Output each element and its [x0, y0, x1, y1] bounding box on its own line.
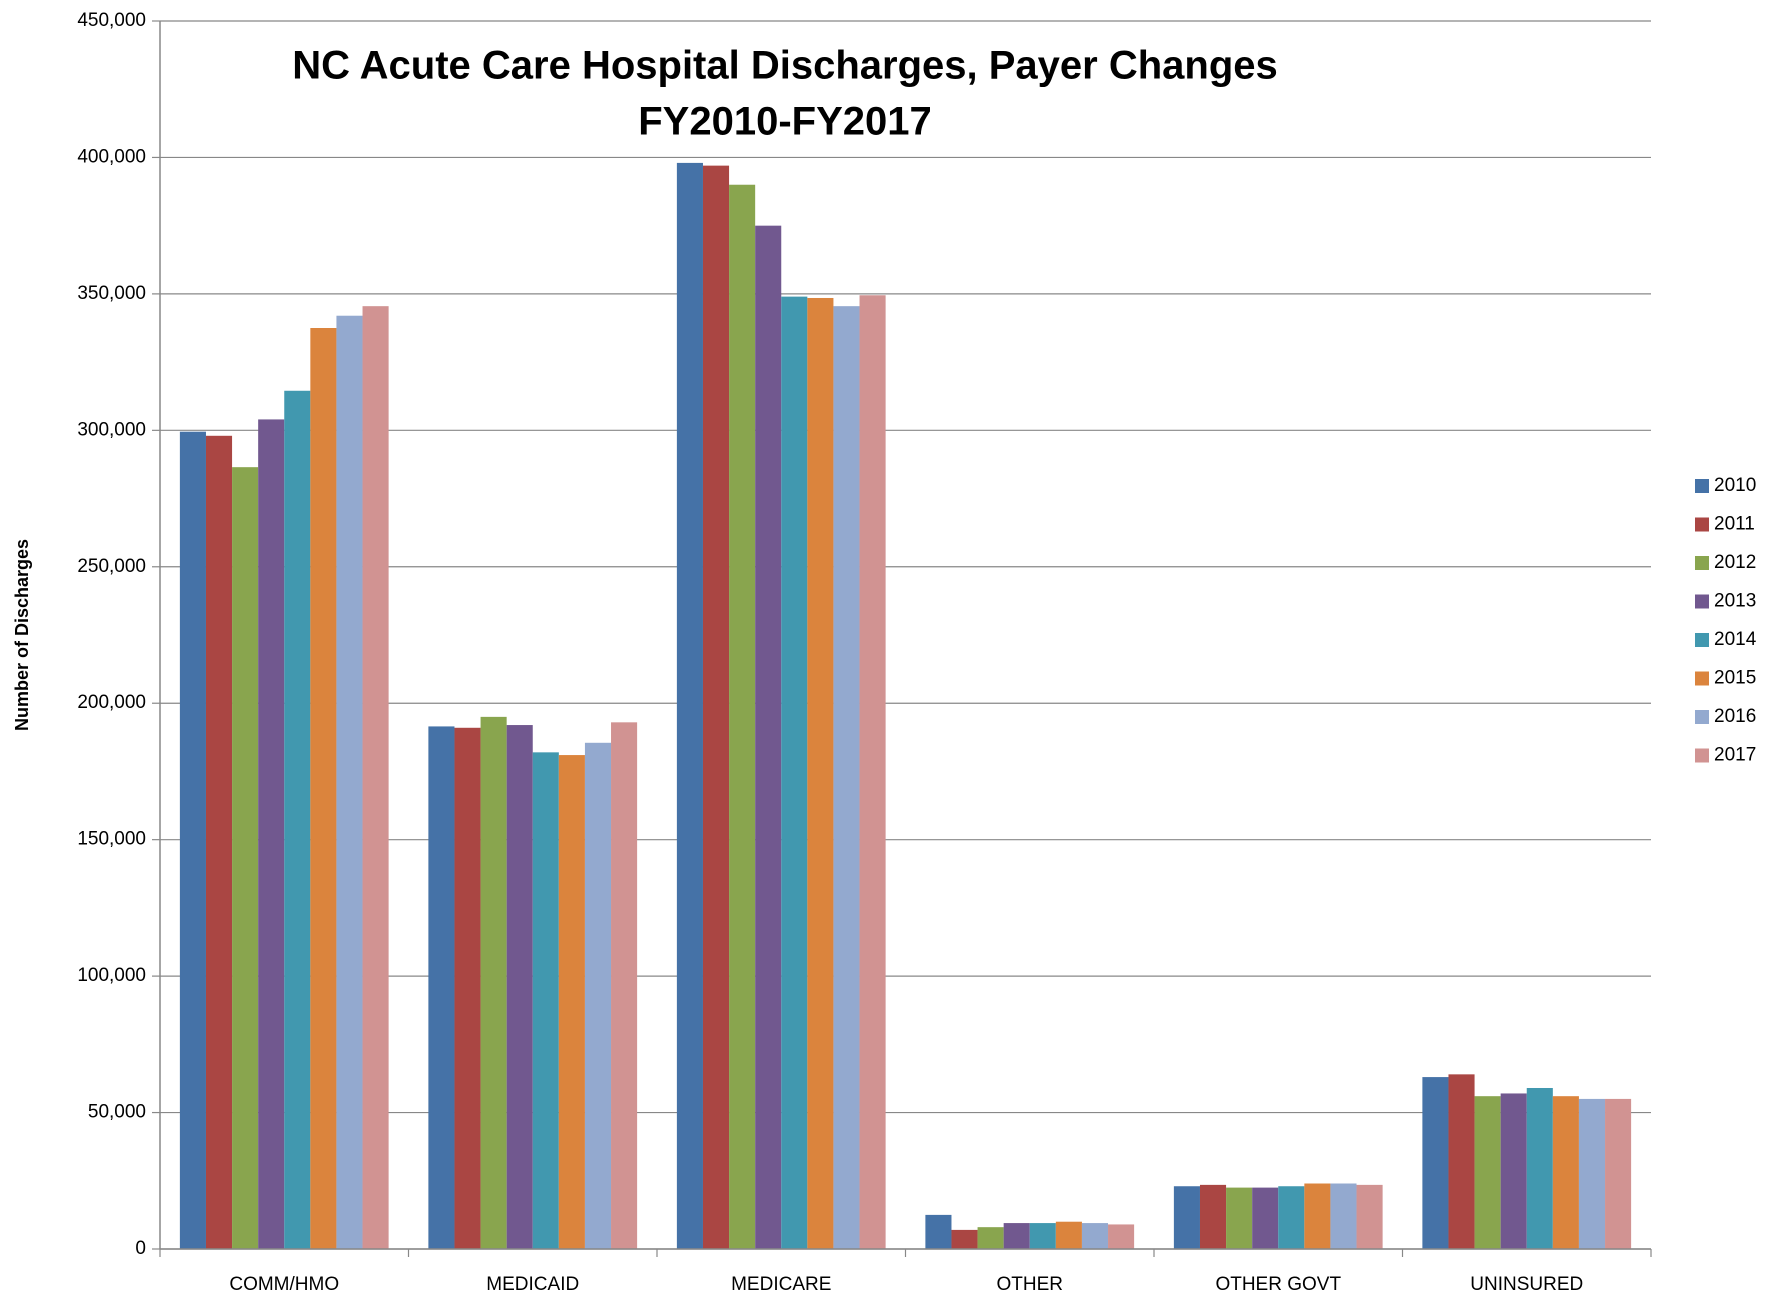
legend-swatch: [1695, 479, 1709, 493]
y-tick-label: 300,000: [77, 419, 146, 440]
x-tick-label: MEDICARE: [731, 1274, 831, 1295]
bar: [310, 328, 337, 1249]
legend-label: 2014: [1714, 629, 1757, 650]
x-tick-label: OTHER: [997, 1274, 1064, 1295]
bar: [1552, 1096, 1579, 1249]
bar: [1578, 1098, 1606, 1249]
bar: [807, 297, 834, 1250]
bar: [1422, 1077, 1449, 1249]
bar: [833, 306, 860, 1249]
bar: [702, 165, 730, 1249]
bar: [179, 431, 206, 1250]
bar: [1081, 1223, 1109, 1249]
bar: [859, 295, 886, 1250]
y-tick-label: 350,000: [77, 283, 146, 304]
legend-label: 2011: [1714, 514, 1755, 535]
legend-swatch: [1695, 671, 1709, 686]
bar: [1330, 1183, 1357, 1249]
x-tick-label: OTHER GOVT: [1215, 1274, 1341, 1295]
bar: [951, 1229, 978, 1249]
legend-label: 2016: [1714, 706, 1756, 727]
y-tick-label: 150,000: [77, 829, 146, 850]
bar: [729, 184, 756, 1249]
bar: [925, 1214, 952, 1249]
y-tick-label: 50,000: [88, 1102, 146, 1123]
y-tick-label: 0: [135, 1238, 146, 1259]
bar: [506, 725, 533, 1249]
legend-swatch: [1695, 556, 1709, 570]
x-tick-label: MEDICAID: [486, 1274, 579, 1295]
bar: [428, 726, 455, 1249]
legend-swatch: [1695, 517, 1709, 532]
bar: [480, 716, 507, 1249]
bar: [755, 225, 782, 1249]
bar: [611, 722, 638, 1249]
bar: [584, 742, 612, 1249]
legend-label: 2017: [1714, 745, 1756, 766]
bar: [1304, 1183, 1331, 1249]
bar: [1448, 1074, 1475, 1249]
bar: [1003, 1223, 1030, 1249]
bar: [336, 315, 363, 1250]
legend-label: 2010: [1714, 475, 1756, 496]
y-tick-label: 100,000: [77, 965, 146, 986]
bar: [1108, 1224, 1135, 1249]
legend-swatch: [1695, 748, 1709, 763]
bar: [1173, 1186, 1200, 1249]
bar: [284, 390, 311, 1250]
bar: [232, 467, 259, 1249]
x-tick-label: COMM/HMO: [229, 1274, 339, 1295]
y-tick-label: 250,000: [77, 556, 146, 577]
bar: [1199, 1184, 1227, 1249]
bar: [1474, 1096, 1501, 1249]
bar: [1605, 1098, 1632, 1249]
chart-subtitle: FY2010-FY2017: [638, 100, 932, 144]
y-axis-label: Number of Discharges: [12, 539, 32, 731]
bar: [1356, 1184, 1383, 1249]
chart-title: NC Acute Care Hospital Discharges, Payer…: [292, 44, 1278, 88]
bar: [205, 435, 233, 1249]
bar: [977, 1227, 1004, 1249]
bar: [1055, 1221, 1082, 1249]
bar: [676, 162, 703, 1249]
bar: [258, 419, 285, 1249]
legend-swatch: [1695, 633, 1709, 647]
legend-swatch: [1695, 710, 1709, 724]
bar: [558, 755, 585, 1249]
bar: [1526, 1087, 1553, 1249]
bar: [532, 752, 559, 1249]
legend-label: 2015: [1714, 668, 1756, 689]
bar: [1500, 1093, 1527, 1249]
legend-label: 2013: [1714, 591, 1756, 612]
bar: [781, 296, 808, 1249]
bar: [1226, 1187, 1253, 1249]
legend-swatch: [1695, 594, 1709, 609]
bar: [1029, 1223, 1056, 1249]
bar: [454, 727, 481, 1249]
y-tick-label: 400,000: [77, 146, 146, 167]
y-tick-label: 200,000: [77, 692, 146, 713]
x-tick-label: UNINSURED: [1470, 1274, 1583, 1295]
y-tick-label: 450,000: [77, 10, 146, 31]
bar: [362, 306, 389, 1249]
legend-label: 2012: [1714, 552, 1756, 573]
bar: [1278, 1186, 1305, 1249]
bar: [1252, 1187, 1279, 1249]
